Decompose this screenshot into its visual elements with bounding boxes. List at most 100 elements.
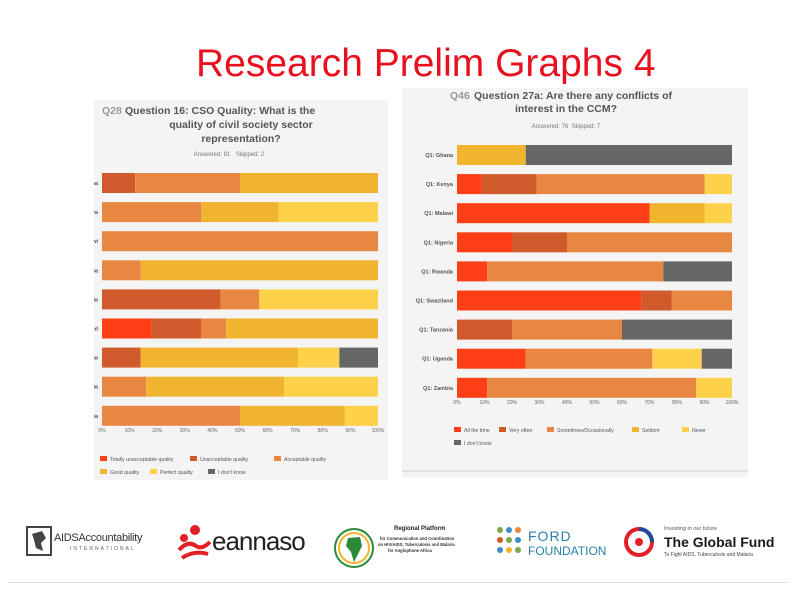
bar-segment: [481, 174, 537, 195]
category-label: Q1: Malawi: [94, 239, 98, 245]
bar-segment: [240, 405, 345, 426]
chart-title-line-1: Question 16: CSO Quality: What is the: [125, 105, 315, 117]
chart-conflicts-of-interest: Q46 Question 27a: Are there any conflict…: [402, 90, 748, 472]
bar-segment: [567, 232, 732, 253]
logo-regional-platform: Regional Platform for Communication and …: [334, 522, 468, 578]
bar-segment: [671, 290, 732, 311]
bar-segment: [696, 377, 732, 398]
category-label: Q1: Nigeria: [94, 268, 99, 274]
bar-segment: [649, 203, 705, 224]
aids-accountability-name: AIDSAccountability: [54, 532, 143, 544]
category-label: Q1: Rwanda: [94, 297, 99, 303]
legend-label: Totally unacceptable quality: [110, 457, 174, 463]
legend-swatch-dont-know: [454, 440, 461, 445]
x-tick-label: 60%: [617, 400, 628, 406]
category-label: Q1: Rwanda: [421, 269, 454, 275]
bar-segment: [140, 260, 378, 281]
bar-segment: [146, 376, 285, 397]
chart-title-prefix: Q46: [450, 90, 470, 102]
bar-segment: [641, 290, 672, 311]
legend-label: Seldom: [642, 428, 660, 434]
bar-segment: [457, 290, 642, 311]
bar-segment: [102, 173, 136, 193]
legend-label: Acceptable quality: [284, 457, 327, 463]
bar-segment: [457, 319, 512, 340]
answered-count: Answered: 81: [194, 152, 231, 158]
category-label: Q1: Zambia: [423, 386, 454, 392]
bar-segment: [487, 377, 697, 398]
logo-eannaso: eannaso: [176, 522, 316, 562]
logo-ford-foundation: FORD FOUNDATION: [494, 522, 618, 562]
bar-segment: [652, 348, 702, 369]
bar-segment: [220, 289, 260, 310]
category-label: Q1: Kenya: [426, 182, 454, 188]
bar-segment: [457, 261, 488, 282]
chart-title-line-1: Question 27a: Are there any conflicts of: [474, 90, 672, 102]
bar-segment: [135, 173, 240, 193]
logo-global-fund: Investing in our future The Global Fund …: [624, 522, 784, 562]
bar-segment: [457, 203, 650, 224]
category-label: Q1: Swaziland: [416, 299, 453, 305]
aids-accountability-sub: INTERNATIONAL: [70, 546, 136, 552]
legend-swatch-sometimes: [547, 427, 554, 432]
bar-segment: [102, 202, 202, 223]
legend-label: Sometimes/Occasionally: [557, 428, 614, 434]
category-label: Q1: Uganda: [94, 385, 99, 391]
global-fund-icon: [624, 527, 654, 557]
legend-swatch-unacceptable: [190, 456, 197, 461]
bar-segment: [457, 174, 482, 195]
legend-swatch-perfect: [150, 469, 157, 474]
x-tick-label: 10%: [125, 428, 136, 434]
chart-title-line-2: quality of civil society sector: [169, 119, 313, 131]
legend-swatch-seldom: [632, 427, 639, 432]
bar-segment: [151, 318, 202, 339]
ford-foundation: FOUNDATION: [528, 544, 607, 558]
bar-segment: [102, 376, 147, 397]
bar-segment: [278, 202, 378, 223]
bar-segment: [259, 289, 378, 310]
legend-label: Good quality: [110, 470, 140, 476]
x-tick-label: 80%: [318, 428, 329, 434]
skipped-count: Skipped: 2: [236, 152, 265, 158]
africa-globe-icon: [334, 528, 374, 568]
x-tick-label: 30%: [534, 400, 545, 406]
legend-label: All the time: [464, 428, 490, 434]
chart-panel-cso-quality: Q28 Question 16: CSO Quality: What is th…: [61, 100, 388, 480]
x-tick-label: 100%: [372, 428, 385, 434]
bar-segment: [102, 289, 221, 310]
bar-segment: [102, 231, 378, 252]
slide-title: Research Prelim Graphs 4: [196, 42, 656, 85]
bar-segment: [536, 174, 705, 195]
regional-platform-title: Regional Platform: [394, 526, 446, 532]
bar-segment: [201, 202, 279, 223]
bar-segment: [487, 261, 664, 282]
category-label: Q1: Tanzania: [94, 356, 99, 362]
x-tick-label: 40%: [207, 428, 218, 434]
x-tick-label: 90%: [699, 400, 710, 406]
bar-segment: [512, 319, 622, 340]
bar-segment: [701, 348, 732, 369]
regional-platform-line: for Anglophone Africa: [388, 548, 432, 553]
bar-segment: [525, 348, 653, 369]
global-fund-name: The Global Fund: [664, 534, 775, 550]
category-label: Q1: Ghana: [94, 181, 99, 187]
bar-segment: [240, 173, 378, 193]
bar-segment: [102, 405, 240, 426]
skipped-count: Skipped: 7: [572, 124, 601, 130]
bar-segment: [663, 261, 732, 282]
answered-count: Answered: 76: [532, 124, 569, 130]
legend-swatch-dont-know: [208, 469, 215, 474]
category-label: Q1: Nigeria: [424, 240, 454, 246]
legend-swatch-acceptable: [274, 456, 281, 461]
bar-segment: [457, 232, 512, 253]
category-label: Q1: Uganda: [422, 357, 454, 363]
logo-aids-accountability: AIDSAccountability INTERNATIONAL: [26, 522, 162, 562]
bar-segment: [102, 318, 152, 339]
bar-segment: [622, 319, 732, 340]
chart-panel-conflicts-of-interest: Q46 Question 27a: Are there any conflict…: [402, 88, 748, 478]
bar-segment: [140, 347, 298, 368]
map-icon: [26, 526, 52, 556]
legend-label: Never: [692, 428, 706, 434]
x-tick-label: 60%: [263, 428, 274, 434]
regional-platform-line: for Communication and Coordination: [380, 536, 455, 541]
